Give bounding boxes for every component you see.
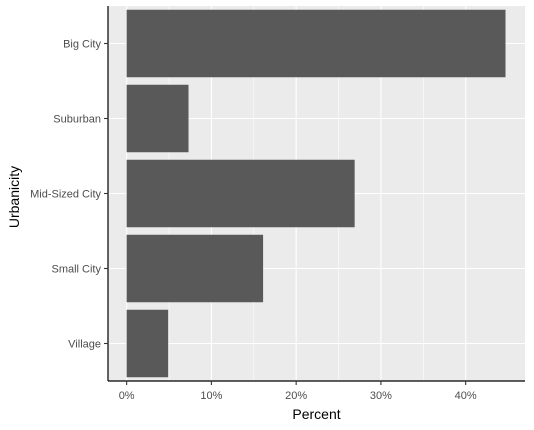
bar-mid-sized-city	[126, 159, 355, 228]
bars	[126, 9, 506, 378]
x-axis-title: Percent	[292, 406, 340, 422]
bar-village	[126, 309, 169, 378]
y-tick-label: Suburban	[53, 114, 101, 126]
x-tick-label: 40%	[455, 390, 477, 402]
y-axis-title: Urbanicity	[6, 166, 22, 228]
x-tick-label: 30%	[370, 390, 392, 402]
x-tick-label: 0%	[119, 390, 135, 402]
bar-big-city	[126, 9, 506, 78]
x-axis-ticks: 0% 10% 20% 30% 40%	[119, 381, 477, 402]
y-axis-ticks: Big City Suburban Mid-Sized City Small City…	[30, 39, 108, 351]
y-tick-label: Big City	[63, 39, 101, 51]
y-tick-label: Small City	[51, 264, 101, 276]
y-tick-label: Mid-Sized City	[30, 189, 101, 201]
y-tick-label: Village	[68, 339, 101, 351]
bar-suburban	[126, 84, 189, 153]
bar-small-city	[126, 234, 264, 303]
x-tick-label: 10%	[200, 390, 222, 402]
x-tick-label: 20%	[285, 390, 307, 402]
